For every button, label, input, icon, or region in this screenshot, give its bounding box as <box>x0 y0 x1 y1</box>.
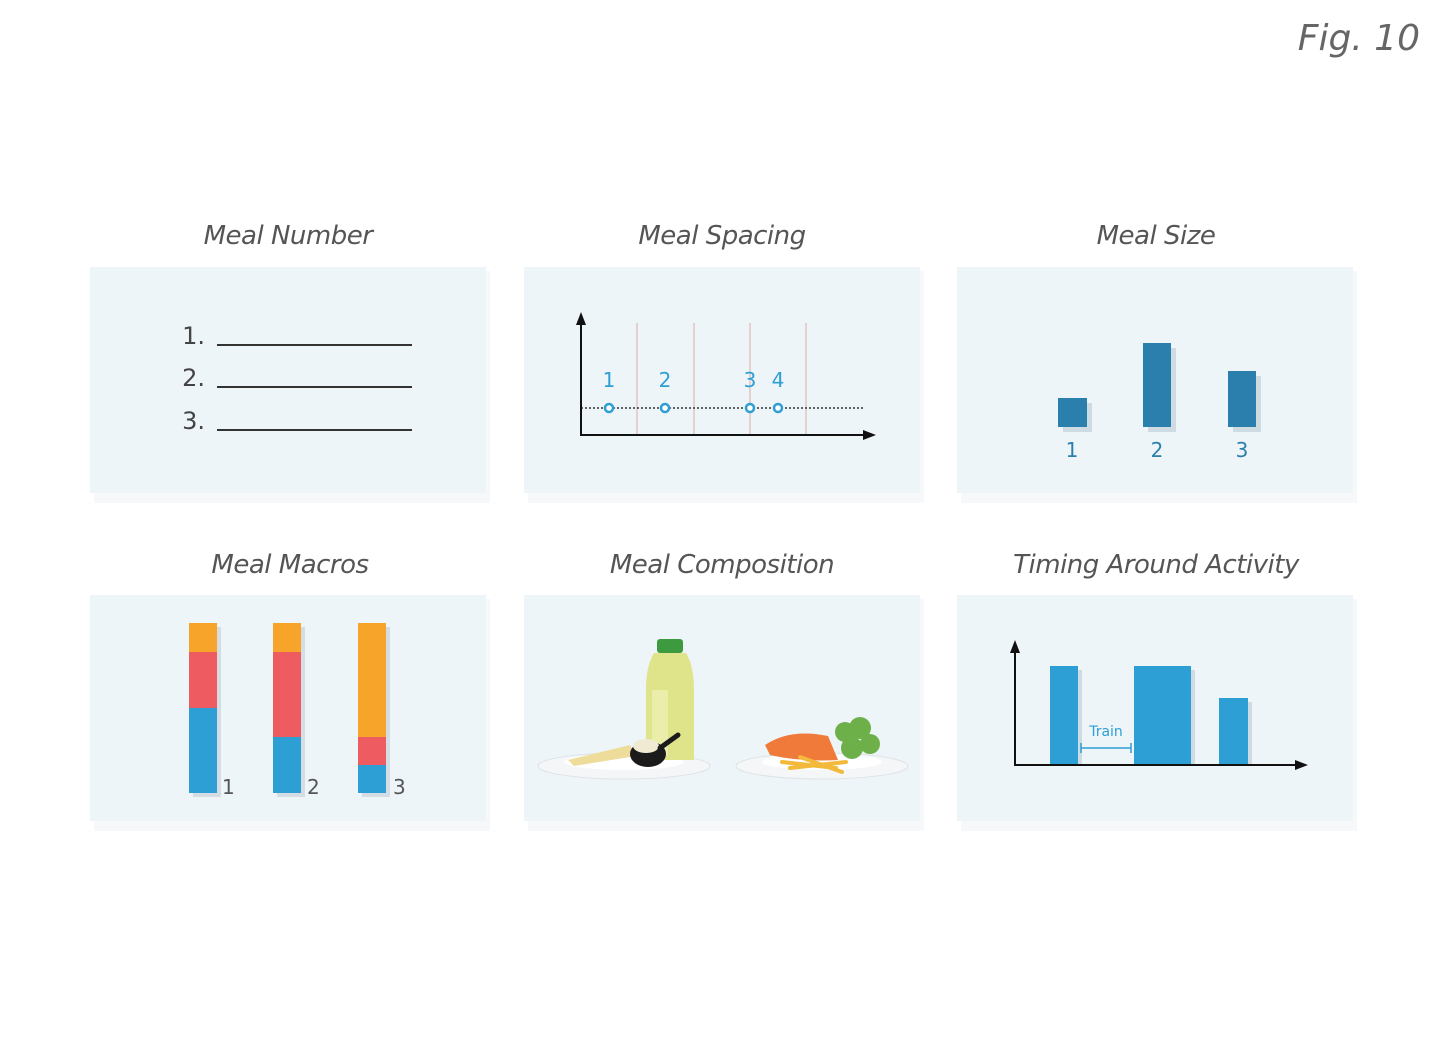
meal-label: 2 <box>307 775 320 799</box>
size-bar <box>1143 343 1171 427</box>
meal-size-diagram: 1 2 3 <box>1058 343 1261 462</box>
protein-segment <box>273 652 301 737</box>
figure-label: Fig. 10 <box>1298 18 1420 59</box>
meal-label: 1 <box>603 368 616 392</box>
meal-macros-diagram: 1 2 3 <box>189 623 406 799</box>
meal-dot <box>603 402 615 414</box>
meal-composition-illustration <box>537 639 909 780</box>
meal-label: 3 <box>744 368 757 392</box>
fat-segment <box>273 623 301 652</box>
meal-dot <box>744 402 756 414</box>
carb-segment <box>358 765 386 793</box>
bottle-shine <box>652 690 668 756</box>
list-number: 2. <box>182 364 205 392</box>
meal-label: 1 <box>222 775 235 799</box>
list-number: 1. <box>182 322 205 350</box>
meal-label: 3 <box>393 775 406 799</box>
meal-bar <box>1134 666 1191 765</box>
panel-title: Meal Composition <box>610 550 834 580</box>
meal-dot <box>772 402 784 414</box>
meal-label: 4 <box>772 368 785 392</box>
broccoli <box>849 717 871 739</box>
meal-spacing-diagram: 1 2 3 4 <box>576 312 876 440</box>
broccoli <box>841 737 863 759</box>
panel <box>524 267 920 493</box>
meal-label: 2 <box>1151 438 1164 462</box>
panel <box>90 267 486 493</box>
meal-number-list: 1. 2. 3. <box>182 322 412 435</box>
panel-title: Meal Size <box>1097 221 1216 251</box>
fat-segment <box>189 623 217 652</box>
arrow-head <box>1295 760 1308 770</box>
meal-bar <box>1050 666 1078 765</box>
panel-title: Meal Spacing <box>638 221 805 251</box>
panel-title: Timing Around Activity <box>1013 550 1300 580</box>
panel-title: Meal Number <box>204 221 376 251</box>
protein-segment <box>358 737 386 765</box>
panel-title: Meal Macros <box>211 550 368 580</box>
train-label: Train <box>1088 724 1123 740</box>
meal-label: 3 <box>1236 438 1249 462</box>
list-number: 3. <box>182 407 205 435</box>
protein-segment <box>189 652 217 708</box>
powder <box>633 739 659 753</box>
scoop-handle <box>657 732 681 751</box>
arrow-head <box>863 430 876 440</box>
meal-bar <box>1219 698 1248 765</box>
bread <box>568 745 636 766</box>
salmon <box>765 733 838 761</box>
arrow-head <box>576 312 586 325</box>
bottle-cap <box>657 639 683 653</box>
carb-segment <box>189 708 217 793</box>
size-bar <box>1228 371 1256 427</box>
panel <box>524 595 920 821</box>
carb-segment <box>273 737 301 793</box>
fries <box>798 755 844 774</box>
size-bar <box>1058 398 1087 427</box>
broccoli <box>860 734 880 754</box>
meal-label: 2 <box>659 368 672 392</box>
meal-label: 1 <box>1066 438 1079 462</box>
fat-segment <box>358 623 386 737</box>
timing-diagram: Train <box>1010 640 1308 770</box>
meal-dot <box>659 402 671 414</box>
arrow-head <box>1010 640 1020 653</box>
